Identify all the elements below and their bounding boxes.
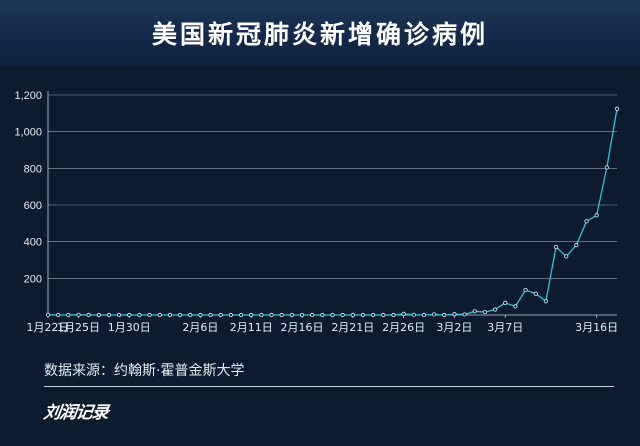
data-point [56,312,61,318]
data-point [330,312,335,318]
data-point [127,312,132,318]
data-point [432,312,437,317]
data-point [391,312,396,318]
x-tick-label: 3月2日 [436,321,472,334]
source-note: 数据来源：约翰斯·霍普金斯大学 [44,363,245,379]
data-point [167,312,173,318]
data-point [198,312,203,318]
data-point [86,312,91,318]
x-tick-label: 3月7日 [487,321,523,334]
data-point [66,312,71,318]
x-tick-label: 1月25日 [57,321,100,334]
data-point [482,309,488,315]
data-point [208,312,213,318]
data-point [320,312,325,318]
y-tick-label: 200 [24,273,42,285]
data-point [594,213,599,218]
y-tick-label: 1,200 [14,90,42,102]
data-point [462,312,467,317]
data-point [472,309,477,314]
x-tick-label: 2月26日 [382,321,425,334]
y-tick-label: 1,000 [14,127,42,139]
data-point [503,300,508,305]
data-point [45,312,51,317]
data-point [249,312,254,318]
data-point [421,312,427,318]
data-point [228,312,233,318]
data-point [96,312,101,318]
data-point [604,165,609,170]
title-banner: 美国新冠肺炎新增确诊病例 [0,0,640,66]
x-tick-label: 2月11日 [230,321,273,334]
data-point [177,312,183,318]
x-tick-label: 3月16日 [575,321,618,334]
data-point [310,312,315,318]
x-tick-label: 2月6日 [182,321,218,334]
data-point [371,312,376,318]
data-point [543,299,548,304]
data-point [401,311,406,316]
data-point [350,312,355,318]
data-point [492,307,498,312]
chart-title: 美国新冠肺炎新增确诊病例 [151,20,488,49]
data-point [584,219,589,224]
data-point [533,291,538,296]
data-point [564,254,569,259]
y-tick-label: 400 [24,237,42,249]
data-point [238,312,244,318]
data-point [523,287,528,293]
data-point [574,243,579,248]
data-point [360,312,366,318]
data-point [218,312,223,318]
data-point [614,106,620,111]
y-tick-label: 600 [24,200,42,212]
data-point [259,312,264,318]
data-point [279,312,284,318]
data-point [289,312,294,318]
series-line [47,108,618,316]
data-point [188,312,193,318]
y-tick-label: 800 [24,163,42,175]
data-point [299,312,305,318]
data-point [452,312,457,317]
data-point [147,312,152,318]
data-point [137,312,142,318]
data-point [411,312,416,317]
data-point [513,304,518,309]
data-point [106,312,112,318]
x-tick-label: 2月16日 [281,321,324,334]
data-point [157,312,162,318]
x-tick-label: 2月21日 [331,321,374,334]
data-point [553,244,559,250]
data-point [381,312,386,318]
brand-logo: 刘润记录 [42,403,110,423]
data-point [340,312,345,318]
data-point [269,312,274,318]
x-tick-label: 1月22日 [27,321,70,334]
x-tick-label: 1月30日 [108,321,151,334]
divider [44,386,614,387]
data-point [76,312,81,317]
data-point [442,312,447,318]
data-point [117,312,122,318]
